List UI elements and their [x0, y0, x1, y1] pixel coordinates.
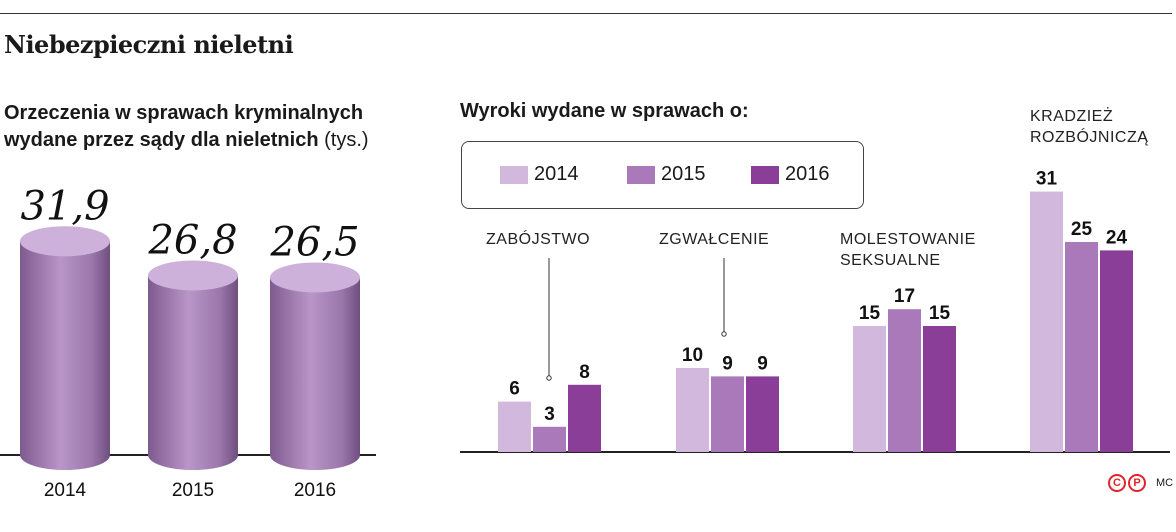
bar-1-2014 [676, 368, 709, 452]
category-label-0-0: ZABÓJSTWO [486, 229, 590, 248]
left-chart-title: Orzeczenia w sprawach kryminalnych wydan… [4, 100, 369, 154]
legend-swatch-2015 [627, 165, 655, 184]
bar-2-2014 [853, 326, 886, 452]
value-label-2014: 31,9 [20, 183, 109, 229]
bar-2-2016 [923, 326, 956, 452]
bar-value-1-2014: 10 [682, 345, 703, 366]
bar-value-3-2016: 24 [1106, 227, 1128, 248]
cp-logo-icon: C [1108, 474, 1126, 492]
value-label-2015: 26,8 [147, 217, 237, 263]
year-label-2016: 2016 [294, 480, 336, 501]
bar-2-2015 [888, 309, 921, 452]
category-label-3-1: ROZBÓJNICZĄ [1030, 127, 1148, 146]
cylinder-body-2015 [148, 275, 238, 470]
bar-value-1-2015: 9 [722, 353, 733, 374]
bar-value-1-2016: 9 [757, 353, 768, 374]
cylinder-body-2016 [270, 277, 360, 470]
right-chart-title: Wyroki wydane w sprawach o: [460, 100, 749, 122]
bar-3-2015 [1065, 242, 1098, 452]
category-label-2-0: MOLESTOWANIE [840, 231, 976, 248]
right-chart: 6 3 8 10 9 9 15 17 15 31 25 24 ZABÓJSTWO ZGWAŁCENIE MO… [460, 106, 1170, 453]
legend-label-2014: 2014 [534, 163, 579, 185]
bar-value-0-2015: 3 [544, 404, 555, 425]
legend-label-2016: 2016 [785, 163, 830, 185]
legend-swatch-2016 [751, 165, 779, 184]
cylinder-top-2014 [20, 226, 110, 257]
bar-1-2016 [746, 376, 779, 452]
main-title: Niebezpieczni nieletni [4, 30, 294, 59]
bar-0-2015 [533, 426, 566, 452]
cylinder-top-2016 [270, 262, 360, 293]
left-chart-title-line2: wydane przez sądy dla nieletnich (tys.) [4, 127, 369, 154]
cylinder-body-2014 [20, 241, 110, 470]
year-label-2015: 2015 [172, 480, 214, 501]
bar-value-2-2015: 17 [894, 286, 915, 307]
legend-swatch-2014 [500, 165, 528, 184]
credit: MC [1156, 477, 1174, 489]
unit-label: (tys.) [324, 129, 369, 151]
cylinder-top-2015 [148, 260, 238, 291]
leader-dot-0 [546, 375, 552, 381]
left-chart: 31,9 2014 26,8 2015 26,5 2016 [0, 183, 376, 501]
year-label-2014: 2014 [44, 480, 87, 501]
source: C P MC [1108, 474, 1173, 492]
bar-0-2016 [568, 384, 601, 452]
legend-item-2014: 2014 [500, 163, 579, 186]
bar-value-3-2014: 31 [1036, 169, 1058, 190]
bar-3-2014 [1030, 191, 1063, 452]
value-label-2016: 26,5 [269, 219, 359, 265]
bar-3-2016 [1100, 250, 1133, 452]
top-rule [0, 13, 1172, 14]
category-label-2-1: SEKSUALNE [840, 252, 941, 269]
category-label-3-0: KRADZIEŻ [1030, 106, 1113, 125]
leader-dot-1 [721, 331, 727, 337]
bar-value-2-2016: 15 [929, 303, 951, 324]
bar-value-3-2015: 25 [1071, 219, 1093, 240]
bar-value-2-2014: 15 [859, 303, 881, 324]
legend-item-2016: 2016 [751, 163, 830, 186]
left-chart-title-line1: Orzeczenia w sprawach kryminalnych [4, 102, 364, 124]
bar-0-2014 [498, 401, 531, 452]
legend-label-2015: 2015 [661, 163, 706, 185]
category-label-1-0: ZGWAŁCENIE [659, 231, 769, 248]
bar-value-0-2016: 8 [579, 362, 590, 383]
legend-item-2015: 2015 [627, 163, 706, 186]
bar-value-0-2014: 6 [509, 379, 520, 400]
left-chart-title-line2-text: wydane przez sądy dla nieletnich [4, 129, 319, 151]
legend: 2014 2015 2016 [461, 141, 864, 209]
bar-1-2015 [711, 376, 744, 452]
cp-logo-icon-2: P [1128, 474, 1146, 492]
